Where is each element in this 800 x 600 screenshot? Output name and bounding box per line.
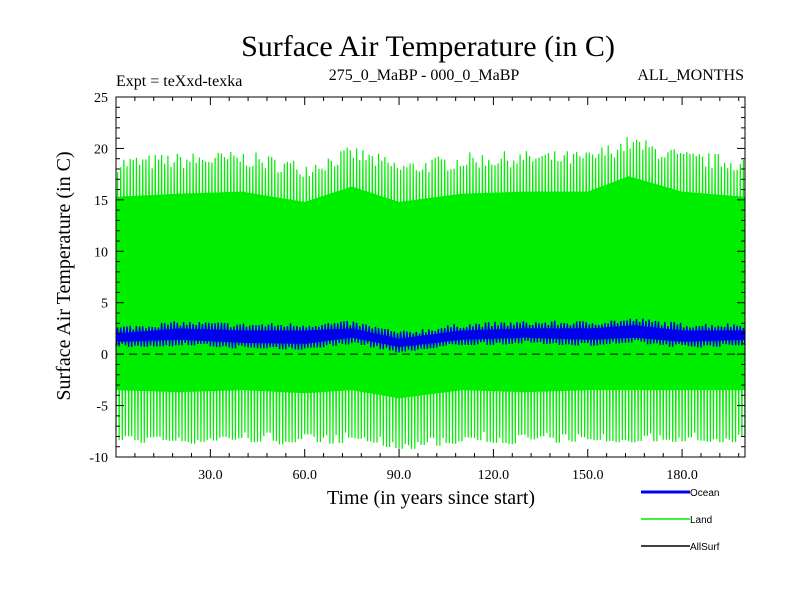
plot-frame — [115, 96, 746, 458]
x-tick-label: 150.0 — [572, 468, 604, 483]
chart-title: Surface Air Temperature (in C) — [241, 30, 615, 63]
y-tick-label: 0 — [101, 348, 108, 363]
legend-label-land: Land — [690, 515, 712, 526]
experiment-label: Expt = teXxd-texka — [116, 73, 242, 90]
period-label: 275_0_MaBP - 000_0_MaBP — [329, 67, 520, 84]
x-tick-label: 90.0 — [387, 468, 412, 483]
x-axis-label: Time (in years since start) — [327, 487, 535, 509]
y-tick-label: 25 — [94, 91, 108, 106]
y-tick-label: 10 — [94, 245, 108, 260]
y-tick-label: -5 — [96, 400, 108, 415]
land-series-line — [115, 137, 746, 449]
axis-ticks — [116, 96, 745, 458]
y-tick-label: 15 — [94, 194, 108, 209]
legend-label-ocean: Ocean — [690, 488, 719, 499]
legend: Ocean Land AllSurf — [641, 488, 720, 553]
axis-tick-labels: -10 -5 0 5 10 15 20 25 30.0 60.0 90.0 120.0 150.0 180… — [89, 91, 698, 483]
x-tick-label: 180.0 — [666, 468, 698, 483]
legend-label-allsurf: AllSurf — [690, 542, 720, 553]
y-tick-label: 5 — [101, 297, 108, 312]
y-tick-label: 20 — [94, 142, 108, 157]
x-tick-label: 120.0 — [478, 468, 510, 483]
y-tick-label: -10 — [89, 451, 108, 466]
x-tick-label: 30.0 — [198, 468, 223, 483]
data-series — [115, 137, 746, 449]
months-label: ALL_MONTHS — [637, 67, 744, 84]
y-axis-label: Surface Air Temperature (in C) — [53, 151, 75, 400]
ocean-series-line — [115, 318, 746, 353]
x-tick-label: 60.0 — [292, 468, 317, 483]
